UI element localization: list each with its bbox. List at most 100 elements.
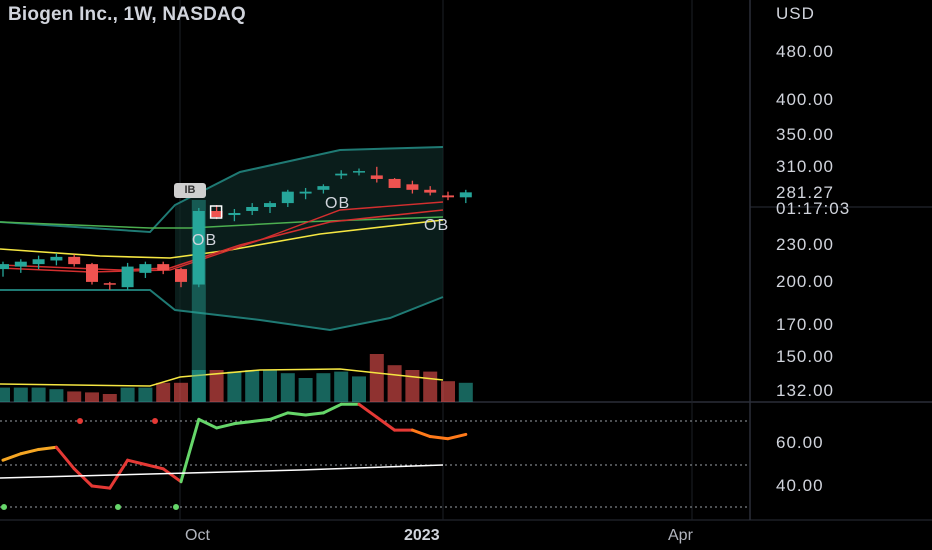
candle-body: [68, 256, 81, 265]
volume-bar: [102, 394, 117, 402]
rsi-segment: [72, 467, 94, 488]
candle-body: [459, 192, 472, 198]
candle-body: [281, 191, 294, 204]
volume-bar: [263, 370, 277, 402]
signal-dot: [152, 418, 158, 424]
order-block-label: OB: [325, 195, 351, 212]
candle-body: [406, 184, 419, 190]
volume-bar: [13, 387, 28, 402]
band-fill: [175, 147, 443, 330]
rsi-segment: [250, 417, 272, 423]
candlesticks: [0, 166, 472, 290]
price-tick-label: 480.00: [776, 42, 834, 61]
currency-label: USD: [776, 4, 815, 23]
candle-body: [103, 283, 116, 285]
rsi-segment: [1, 452, 23, 462]
rsi-panel: [0, 402, 468, 510]
candle-body: [299, 191, 312, 194]
rsi-segment: [161, 467, 183, 484]
volume-bar: [67, 391, 82, 402]
signal-dot: [77, 418, 83, 424]
candle-body: [246, 207, 259, 211]
price-tick-label: 132.00: [776, 381, 834, 400]
time-label-oct: Oct: [185, 527, 210, 544]
rsi-segment: [179, 417, 201, 484]
time-label-apr: Apr: [668, 527, 693, 544]
order-block-label: OB: [192, 232, 218, 249]
price-tick-label: 150.00: [776, 347, 834, 367]
price-tick-label: 200.00: [776, 271, 834, 291]
band-upper: [0, 146, 444, 234]
ma-red-fast: [0, 201, 444, 273]
indicator-tick-label: 40.00: [776, 476, 824, 495]
volume-ma-line: [0, 368, 444, 387]
candle-body: [192, 210, 205, 285]
signal-dot: [1, 504, 7, 510]
candle-body: [157, 264, 170, 271]
volume-bar: [0, 387, 10, 402]
volume-bar: [441, 381, 455, 402]
candle-body: [317, 186, 330, 190]
candle-body: [335, 173, 348, 176]
candle-body: [424, 189, 437, 193]
volume-bar: [138, 387, 153, 402]
rsi-signal-line: [0, 464, 444, 479]
ma-red: [0, 209, 444, 271]
candle-body: [0, 264, 9, 270]
current-price-label: 281.27: [776, 183, 834, 202]
bollinger-band: [0, 146, 444, 332]
volume-bar: [423, 371, 438, 402]
signal-dot: [173, 504, 179, 510]
volume-bar: [369, 354, 384, 402]
candle-body: [388, 178, 401, 188]
volume-bar: [316, 373, 331, 402]
volume-bar: [298, 378, 313, 402]
price-tick-label: 310.00: [776, 156, 834, 176]
rsi-segment: [37, 445, 58, 451]
rsi-segment: [215, 422, 236, 430]
rsi-segment: [304, 411, 325, 417]
rsi-segment: [197, 417, 219, 430]
candle-body: [121, 266, 134, 288]
volume-bar: [174, 382, 188, 402]
candle-body: [86, 264, 98, 282]
volume-bar: [405, 370, 420, 402]
time-label-2023: 2023: [404, 527, 440, 544]
rsi-segment: [126, 458, 147, 466]
rsi-segment: [54, 445, 76, 471]
volume-bar: [334, 371, 349, 402]
volume-bar: [156, 382, 171, 402]
volume-bar: [387, 365, 402, 402]
rsi-segment: [143, 463, 165, 471]
rsi-segment: [90, 484, 112, 490]
candle-body: [50, 256, 63, 261]
candle-body: [264, 203, 276, 208]
rsi-segment: [375, 415, 397, 432]
inside-bar-badge: IB: [174, 183, 206, 198]
signal-dot: [115, 504, 121, 510]
moving-averages: [0, 201, 444, 273]
volume-bar: [227, 371, 242, 402]
rsi-segment: [410, 428, 432, 439]
candle-body: [32, 259, 45, 265]
volume-bar: [85, 392, 99, 402]
price-tick-label: 400.00: [776, 89, 834, 109]
price-tick-label: 170.00: [776, 314, 834, 334]
candle-body: [353, 171, 365, 173]
volume-bar: [191, 370, 206, 402]
rsi-segment: [286, 411, 308, 417]
order-block-label: OB: [424, 217, 450, 234]
volume-bar: [120, 387, 135, 402]
band-lower: [0, 289, 444, 332]
volume-bar: [352, 376, 366, 402]
candle-body: [370, 175, 383, 179]
indicator-tick-label: 60.00: [776, 433, 824, 452]
volume-bar: [458, 382, 473, 402]
price-tick-label: 230.00: [776, 235, 834, 255]
rsi-segment: [428, 435, 450, 441]
price-tick-label: 350.00: [776, 124, 834, 144]
rsi-segment: [321, 402, 343, 415]
rsi-segment: [232, 420, 254, 426]
candle-body: [14, 261, 27, 267]
